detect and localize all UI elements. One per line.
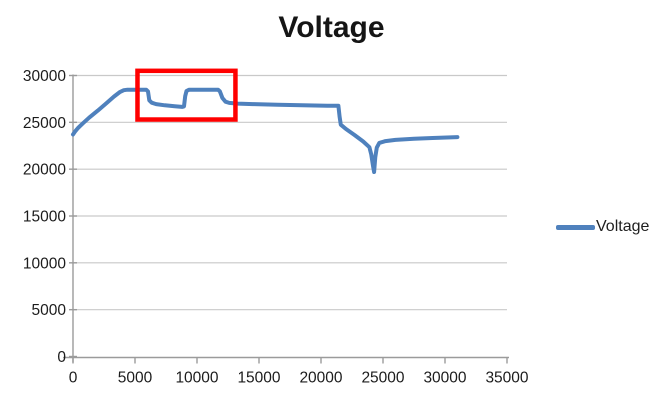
legend-line-sample-icon	[556, 224, 595, 230]
chart-title: Voltage	[278, 11, 385, 44]
y-tick-label-10000: 10000	[23, 255, 66, 272]
x-tick-label-20000: 20000	[299, 370, 342, 387]
x-tick-label-35000: 35000	[485, 370, 528, 387]
x-tick-label-15000: 15000	[237, 370, 280, 387]
annotation-highlight-box	[135, 68, 238, 122]
y-tick-label-5000: 5000	[32, 302, 67, 319]
y-tick-label-30000: 30000	[23, 68, 66, 85]
x-tick-label-5000: 5000	[118, 370, 153, 387]
legend-series-label: Voltage	[596, 218, 650, 235]
x-tick-label-10000: 10000	[175, 370, 218, 387]
x-tick-label-0: 0	[69, 370, 78, 387]
x-tick-label-30000: 30000	[423, 370, 466, 387]
y-tick-label-15000: 15000	[23, 209, 66, 226]
chart-legend: Voltage	[556, 218, 649, 236]
x-tick-label-25000: 25000	[361, 370, 404, 387]
y-tick-label-0: 0	[57, 349, 66, 366]
y-tick-label-25000: 25000	[23, 115, 66, 132]
series-line-voltage	[71, 87, 460, 174]
y-tick-label-20000: 20000	[23, 162, 66, 179]
